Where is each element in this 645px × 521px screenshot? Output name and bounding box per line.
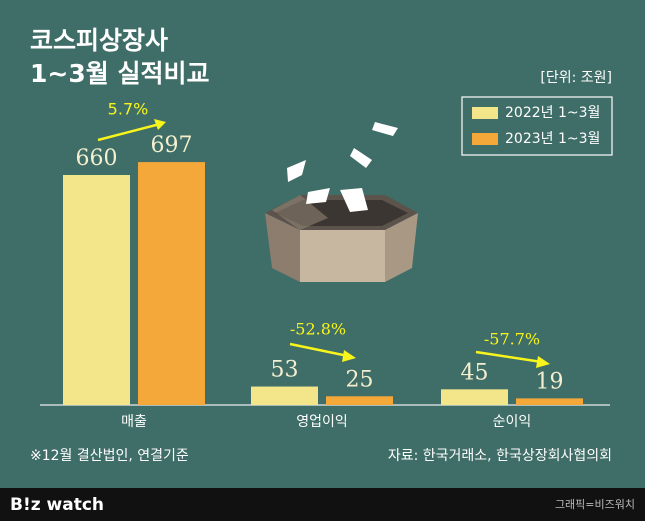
value-label: 53 xyxy=(271,358,299,383)
annotation: -52.8% xyxy=(290,320,346,339)
legend-swatch xyxy=(472,133,498,145)
box-illustration xyxy=(265,122,418,282)
chart-subtitle: 1~3월 실적비교 xyxy=(30,59,209,88)
value-label: 697 xyxy=(151,133,193,158)
credit: 그래픽=비즈워치 xyxy=(555,498,635,511)
bar xyxy=(251,386,318,405)
brand: B!z watch xyxy=(10,495,104,515)
source: 자료: 한국거래소, 한국상장회사협의회 xyxy=(388,448,612,464)
footnote: ※12월 결산법인, 연결기준 xyxy=(30,448,189,464)
legend-swatch xyxy=(472,107,498,119)
bar xyxy=(516,398,583,405)
x-tick-label: 매출 xyxy=(121,414,147,430)
bar xyxy=(326,396,393,405)
x-tick-label: 순이익 xyxy=(493,414,532,430)
legend-label: 2023년 1~3월 xyxy=(505,131,600,147)
annotation: 5.7% xyxy=(108,100,149,119)
arrows xyxy=(97,119,550,368)
bar xyxy=(138,162,205,405)
x-tick-label: 영업이익 xyxy=(296,414,348,430)
value-label: 19 xyxy=(536,369,564,394)
value-label: 25 xyxy=(346,367,374,392)
footer-bar xyxy=(0,488,645,521)
bar xyxy=(441,389,508,405)
annotation: -57.7% xyxy=(484,330,540,349)
value-label: 660 xyxy=(76,146,118,171)
chart-title: 코스피상장사 xyxy=(30,26,168,55)
value-label: 45 xyxy=(461,360,489,385)
legend-label: 2022년 1~3월 xyxy=(505,105,600,121)
unit-label: [단위: 조원] xyxy=(540,70,612,86)
legend-box xyxy=(461,96,613,156)
bar xyxy=(63,175,130,405)
